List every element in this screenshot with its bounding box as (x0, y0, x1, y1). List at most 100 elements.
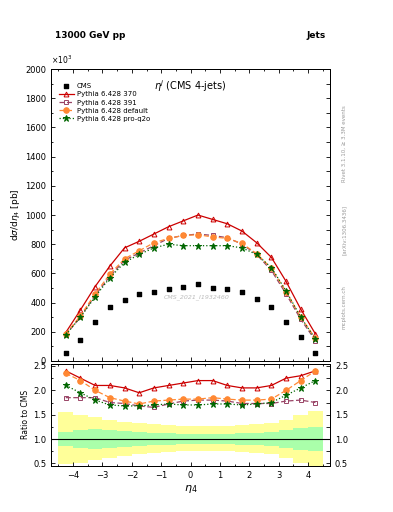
Pythia 6.428 391 (298, 316, 303, 323)
Pythia 6.428 370 (298, 306, 303, 312)
Pythia 6.428 370 (152, 231, 156, 237)
Pythia 6.428 default (181, 232, 185, 239)
Pythia 6.428 391 (107, 273, 112, 280)
Pythia 6.428 391 (313, 337, 318, 344)
Pythia 6.428 pro-q2o (181, 243, 185, 249)
Pythia 6.428 pro-q2o (298, 314, 303, 321)
CMS (165, 285, 172, 293)
Line: Pythia 6.428 default: Pythia 6.428 default (63, 232, 318, 341)
CMS (107, 303, 113, 311)
Pythia 6.428 370 (313, 331, 318, 337)
Text: 13000 GeV pp: 13000 GeV pp (55, 31, 125, 40)
Pythia 6.428 370 (210, 217, 215, 223)
CMS (253, 295, 260, 303)
CMS (195, 280, 201, 288)
CMS (151, 288, 157, 296)
CMS (77, 336, 84, 344)
Pythia 6.428 391 (137, 250, 141, 256)
Pythia 6.428 default (166, 236, 171, 242)
Pythia 6.428 pro-q2o (225, 243, 230, 249)
Pythia 6.428 370 (122, 245, 127, 251)
Pythia 6.428 default (78, 313, 83, 319)
Pythia 6.428 default (298, 314, 303, 321)
Text: $\eta^j$ (CMS 4-jets): $\eta^j$ (CMS 4-jets) (154, 78, 227, 94)
Pythia 6.428 default (196, 231, 200, 238)
CMS (62, 349, 69, 357)
Pythia 6.428 370 (137, 238, 141, 244)
Pythia 6.428 default (313, 335, 318, 342)
Pythia 6.428 391 (210, 232, 215, 239)
Text: Rivet 3.1.10, ≥ 3.3M events: Rivet 3.1.10, ≥ 3.3M events (342, 105, 346, 182)
Pythia 6.428 370 (269, 254, 274, 261)
Pythia 6.428 pro-q2o (107, 275, 112, 281)
Pythia 6.428 370 (240, 228, 244, 234)
Pythia 6.428 default (122, 255, 127, 262)
Pythia 6.428 391 (78, 314, 83, 321)
Pythia 6.428 pro-q2o (152, 245, 156, 251)
CMS (298, 333, 304, 341)
Pythia 6.428 391 (269, 267, 274, 273)
Pythia 6.428 370 (181, 218, 185, 224)
Pythia 6.428 pro-q2o (269, 265, 274, 271)
X-axis label: $\eta_4$: $\eta_4$ (184, 482, 197, 495)
Pythia 6.428 391 (181, 232, 185, 239)
Pythia 6.428 370 (284, 279, 288, 285)
Pythia 6.428 391 (225, 234, 230, 241)
CMS (136, 290, 142, 298)
Pythia 6.428 default (284, 289, 288, 295)
Pythia 6.428 370 (254, 240, 259, 246)
Pythia 6.428 pro-q2o (210, 243, 215, 249)
Pythia 6.428 370 (196, 212, 200, 218)
Pythia 6.428 default (152, 240, 156, 246)
Pythia 6.428 370 (78, 307, 83, 313)
Pythia 6.428 pro-q2o (284, 288, 288, 294)
Pythia 6.428 default (137, 248, 141, 254)
Pythia 6.428 391 (196, 231, 200, 237)
CMS (283, 318, 289, 326)
Pythia 6.428 370 (166, 224, 171, 230)
CMS (224, 285, 230, 293)
Pythia 6.428 370 (107, 263, 112, 269)
Y-axis label: Ratio to CMS: Ratio to CMS (21, 390, 30, 439)
Pythia 6.428 391 (122, 257, 127, 263)
Pythia 6.428 391 (284, 291, 288, 297)
Line: Pythia 6.428 370: Pythia 6.428 370 (63, 212, 318, 336)
CMS (180, 283, 186, 291)
Pythia 6.428 370 (63, 329, 68, 335)
CMS (239, 288, 245, 296)
Pythia 6.428 pro-q2o (137, 251, 141, 258)
Pythia 6.428 pro-q2o (78, 314, 83, 321)
Line: Pythia 6.428 391: Pythia 6.428 391 (63, 231, 318, 343)
Text: CMS_2021_I1932460: CMS_2021_I1932460 (163, 294, 229, 300)
Pythia 6.428 pro-q2o (122, 260, 127, 266)
Pythia 6.428 391 (152, 243, 156, 249)
Pythia 6.428 pro-q2o (254, 251, 259, 258)
Pythia 6.428 pro-q2o (313, 336, 318, 342)
Pythia 6.428 391 (240, 241, 244, 247)
Pythia 6.428 370 (225, 221, 230, 227)
Pythia 6.428 pro-q2o (63, 332, 68, 338)
Pythia 6.428 391 (166, 236, 171, 242)
Pythia 6.428 391 (93, 292, 97, 298)
CMS (268, 303, 275, 311)
CMS (209, 284, 216, 292)
Line: Pythia 6.428 pro-q2o: Pythia 6.428 pro-q2o (62, 241, 319, 342)
Text: Jets: Jets (307, 31, 326, 40)
CMS (121, 296, 128, 305)
Pythia 6.428 pro-q2o (166, 241, 171, 247)
Pythia 6.428 default (254, 251, 259, 257)
Pythia 6.428 default (63, 331, 68, 337)
Pythia 6.428 default (210, 234, 215, 240)
Pythia 6.428 pro-q2o (240, 245, 244, 251)
Pythia 6.428 pro-q2o (196, 243, 200, 249)
Pythia 6.428 391 (254, 251, 259, 258)
CMS (312, 349, 319, 357)
Pythia 6.428 default (93, 291, 97, 297)
Pythia 6.428 391 (63, 332, 68, 338)
Pythia 6.428 370 (93, 284, 97, 290)
Legend: CMS, Pythia 6.428 370, Pythia 6.428 391, Pythia 6.428 default, Pythia 6.428 pro-: CMS, Pythia 6.428 370, Pythia 6.428 391,… (57, 81, 151, 123)
Pythia 6.428 pro-q2o (93, 294, 97, 300)
Pythia 6.428 default (269, 265, 274, 271)
CMS (92, 318, 98, 326)
Text: mcplots.cern.ch: mcplots.cern.ch (342, 285, 346, 329)
